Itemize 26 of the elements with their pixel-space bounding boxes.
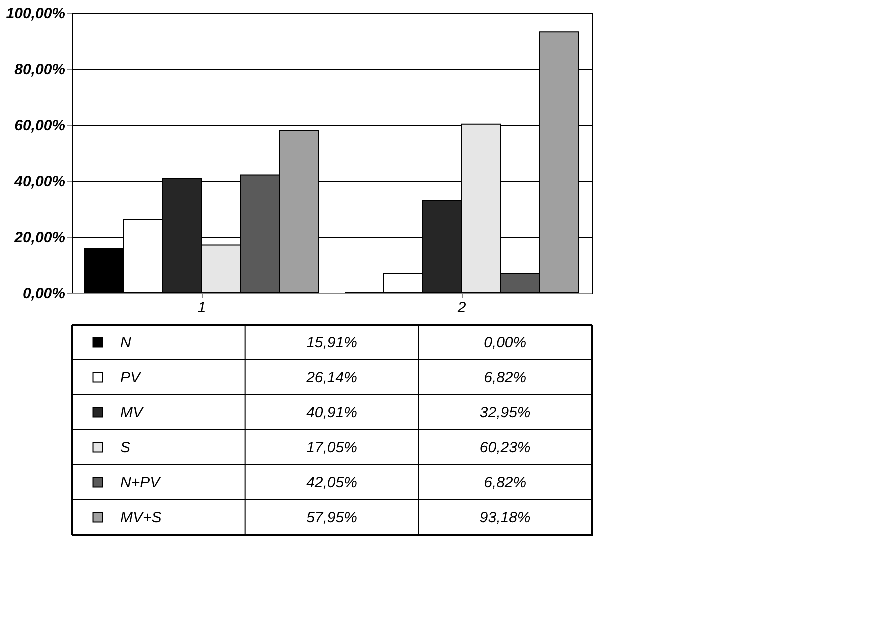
y-tick-label: 60,00% xyxy=(14,118,66,134)
legend-label: PV xyxy=(120,370,143,386)
data-label: 40,91% xyxy=(306,404,358,422)
x-tick-label: 1 xyxy=(198,300,206,316)
y-tick-label: 0,00% xyxy=(22,286,66,302)
legend-label: S xyxy=(120,440,131,456)
data-label: 6,82% xyxy=(484,474,527,492)
data-label: 17,05% xyxy=(306,440,358,456)
data-label: 6,82% xyxy=(484,370,527,386)
data-label: 32,95% xyxy=(480,404,531,422)
data-label: 15,91% xyxy=(306,334,358,352)
data-label: 57,95% xyxy=(306,510,358,526)
legend-label: N xyxy=(120,334,132,352)
x-tick-label: 2 xyxy=(456,300,467,316)
legend-label: MV+S xyxy=(120,510,162,526)
data-label: 26,14% xyxy=(306,370,358,386)
y-tick-label: 80,00% xyxy=(14,62,66,78)
legend-label: N+PV xyxy=(120,474,162,492)
data-label: 42,05% xyxy=(306,474,358,492)
legend-label: MV xyxy=(120,404,146,422)
data-label: 60,23% xyxy=(480,440,531,456)
y-tick-label: 40,00% xyxy=(14,174,66,190)
y-tick-label: 100,00% xyxy=(6,6,66,22)
data-label: 0,00% xyxy=(484,334,527,352)
data-label: 93,18% xyxy=(480,510,531,526)
y-tick-label: 20,00% xyxy=(14,230,66,246)
